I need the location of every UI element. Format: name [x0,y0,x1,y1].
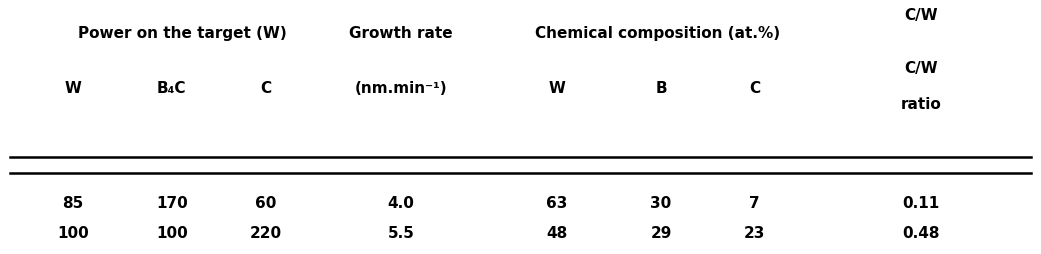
Text: Chemical composition (at.%): Chemical composition (at.%) [535,25,781,41]
Text: C/W: C/W [905,61,938,76]
Text: 48: 48 [547,226,567,241]
Text: 63: 63 [547,196,567,211]
Text: 30: 30 [651,196,671,211]
Text: W: W [549,81,565,97]
Text: C/W: C/W [905,8,938,23]
Text: 0.48: 0.48 [903,226,940,241]
Text: 60: 60 [255,196,276,211]
Text: ratio: ratio [900,97,942,112]
Text: 29: 29 [651,226,671,241]
Text: 5.5: 5.5 [387,226,414,241]
Text: 220: 220 [250,226,281,241]
Text: C: C [750,81,760,97]
Text: B: B [655,81,667,97]
Text: C: C [260,81,271,97]
Text: 4.0: 4.0 [387,196,414,211]
Text: Growth rate: Growth rate [349,25,453,41]
Text: 170: 170 [156,196,187,211]
Text: 100: 100 [57,226,88,241]
Text: (nm.min⁻¹): (nm.min⁻¹) [355,81,447,97]
Text: 85: 85 [62,196,83,211]
Text: Power on the target (W): Power on the target (W) [78,25,286,41]
Text: 7: 7 [750,196,760,211]
Text: W: W [65,81,81,97]
Text: B₄C: B₄C [157,81,186,97]
Text: 23: 23 [744,226,765,241]
Text: 0.11: 0.11 [903,196,940,211]
Text: 100: 100 [156,226,187,241]
